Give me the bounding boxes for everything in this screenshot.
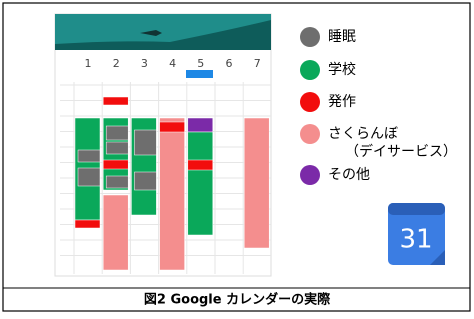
day-number: 5: [197, 57, 204, 70]
event: [160, 118, 185, 270]
icon-top: [388, 203, 445, 215]
calendar-screenshot: 1 2 3 4 5 6 7: [55, 14, 271, 276]
legend-sublabel: （デイサービス）: [345, 143, 457, 160]
event: [103, 160, 128, 169]
caption: 図2 Google カレンダーの実際: [144, 292, 331, 308]
event: [244, 118, 269, 248]
icon-text: 31: [399, 225, 432, 255]
legend-swatch: [300, 27, 320, 47]
event: [78, 150, 100, 162]
event: [106, 142, 128, 154]
event: [103, 195, 128, 270]
legend-label: 睡眠: [328, 29, 356, 45]
event: [134, 172, 156, 190]
event: [134, 130, 156, 155]
day-number: 6: [226, 57, 233, 70]
calendar-icon: 31: [388, 203, 445, 265]
legend-swatch: [300, 92, 320, 112]
event: [103, 97, 128, 105]
legend-swatch: [300, 165, 320, 185]
day-number: 2: [113, 57, 120, 70]
event: [188, 160, 213, 170]
day-number: 1: [85, 57, 92, 70]
event: [106, 176, 128, 188]
day-number: 4: [169, 57, 176, 70]
event: [106, 126, 128, 140]
legend-label: さくらんぼ: [328, 126, 398, 142]
legend-swatch: [300, 60, 320, 80]
figure: 1 2 3 4 5 6 7 睡眠学校発作さくらんぼ（デイサービス） その他 31 図2 Goo…: [0, 0, 474, 315]
day-number: 7: [254, 57, 261, 70]
event: [160, 122, 185, 132]
day-number: 3: [141, 57, 148, 70]
legend-label: その他: [328, 167, 370, 183]
legend-swatch: [300, 124, 320, 144]
legend-label: 発作: [328, 94, 356, 110]
event: [186, 70, 213, 78]
legend-label: 学校: [328, 61, 356, 78]
event: [188, 118, 213, 132]
event: [75, 220, 100, 228]
event: [188, 132, 213, 235]
event: [78, 168, 100, 186]
